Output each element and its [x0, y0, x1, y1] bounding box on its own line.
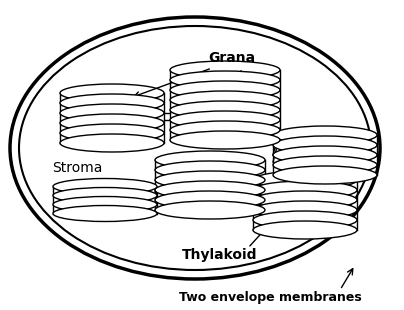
Ellipse shape — [155, 181, 265, 199]
Text: Two envelope membranes: Two envelope membranes — [179, 291, 361, 304]
Ellipse shape — [60, 94, 164, 112]
Ellipse shape — [170, 61, 280, 79]
Ellipse shape — [273, 146, 377, 164]
Ellipse shape — [60, 84, 164, 102]
Ellipse shape — [60, 124, 164, 142]
Text: Thylakoid: Thylakoid — [182, 248, 258, 262]
Ellipse shape — [170, 91, 280, 109]
Text: Stroma: Stroma — [52, 161, 102, 175]
Ellipse shape — [273, 166, 377, 184]
Ellipse shape — [155, 191, 265, 209]
Ellipse shape — [253, 211, 357, 229]
Ellipse shape — [53, 188, 157, 203]
Ellipse shape — [170, 81, 280, 99]
Ellipse shape — [253, 201, 357, 219]
Ellipse shape — [253, 181, 357, 199]
Ellipse shape — [60, 104, 164, 122]
Ellipse shape — [53, 206, 157, 222]
Ellipse shape — [53, 197, 157, 212]
Ellipse shape — [60, 114, 164, 132]
Ellipse shape — [155, 161, 265, 179]
Ellipse shape — [170, 131, 280, 149]
Ellipse shape — [253, 221, 357, 239]
Ellipse shape — [253, 171, 357, 189]
Ellipse shape — [155, 151, 265, 169]
Ellipse shape — [170, 71, 280, 89]
Ellipse shape — [170, 111, 280, 129]
Ellipse shape — [60, 134, 164, 152]
Text: Grana: Grana — [208, 51, 256, 65]
Ellipse shape — [273, 126, 377, 144]
Ellipse shape — [53, 179, 157, 194]
Ellipse shape — [170, 121, 280, 139]
Ellipse shape — [273, 156, 377, 174]
Ellipse shape — [155, 201, 265, 219]
Ellipse shape — [155, 171, 265, 189]
Ellipse shape — [273, 136, 377, 154]
Ellipse shape — [170, 101, 280, 119]
Ellipse shape — [253, 191, 357, 209]
